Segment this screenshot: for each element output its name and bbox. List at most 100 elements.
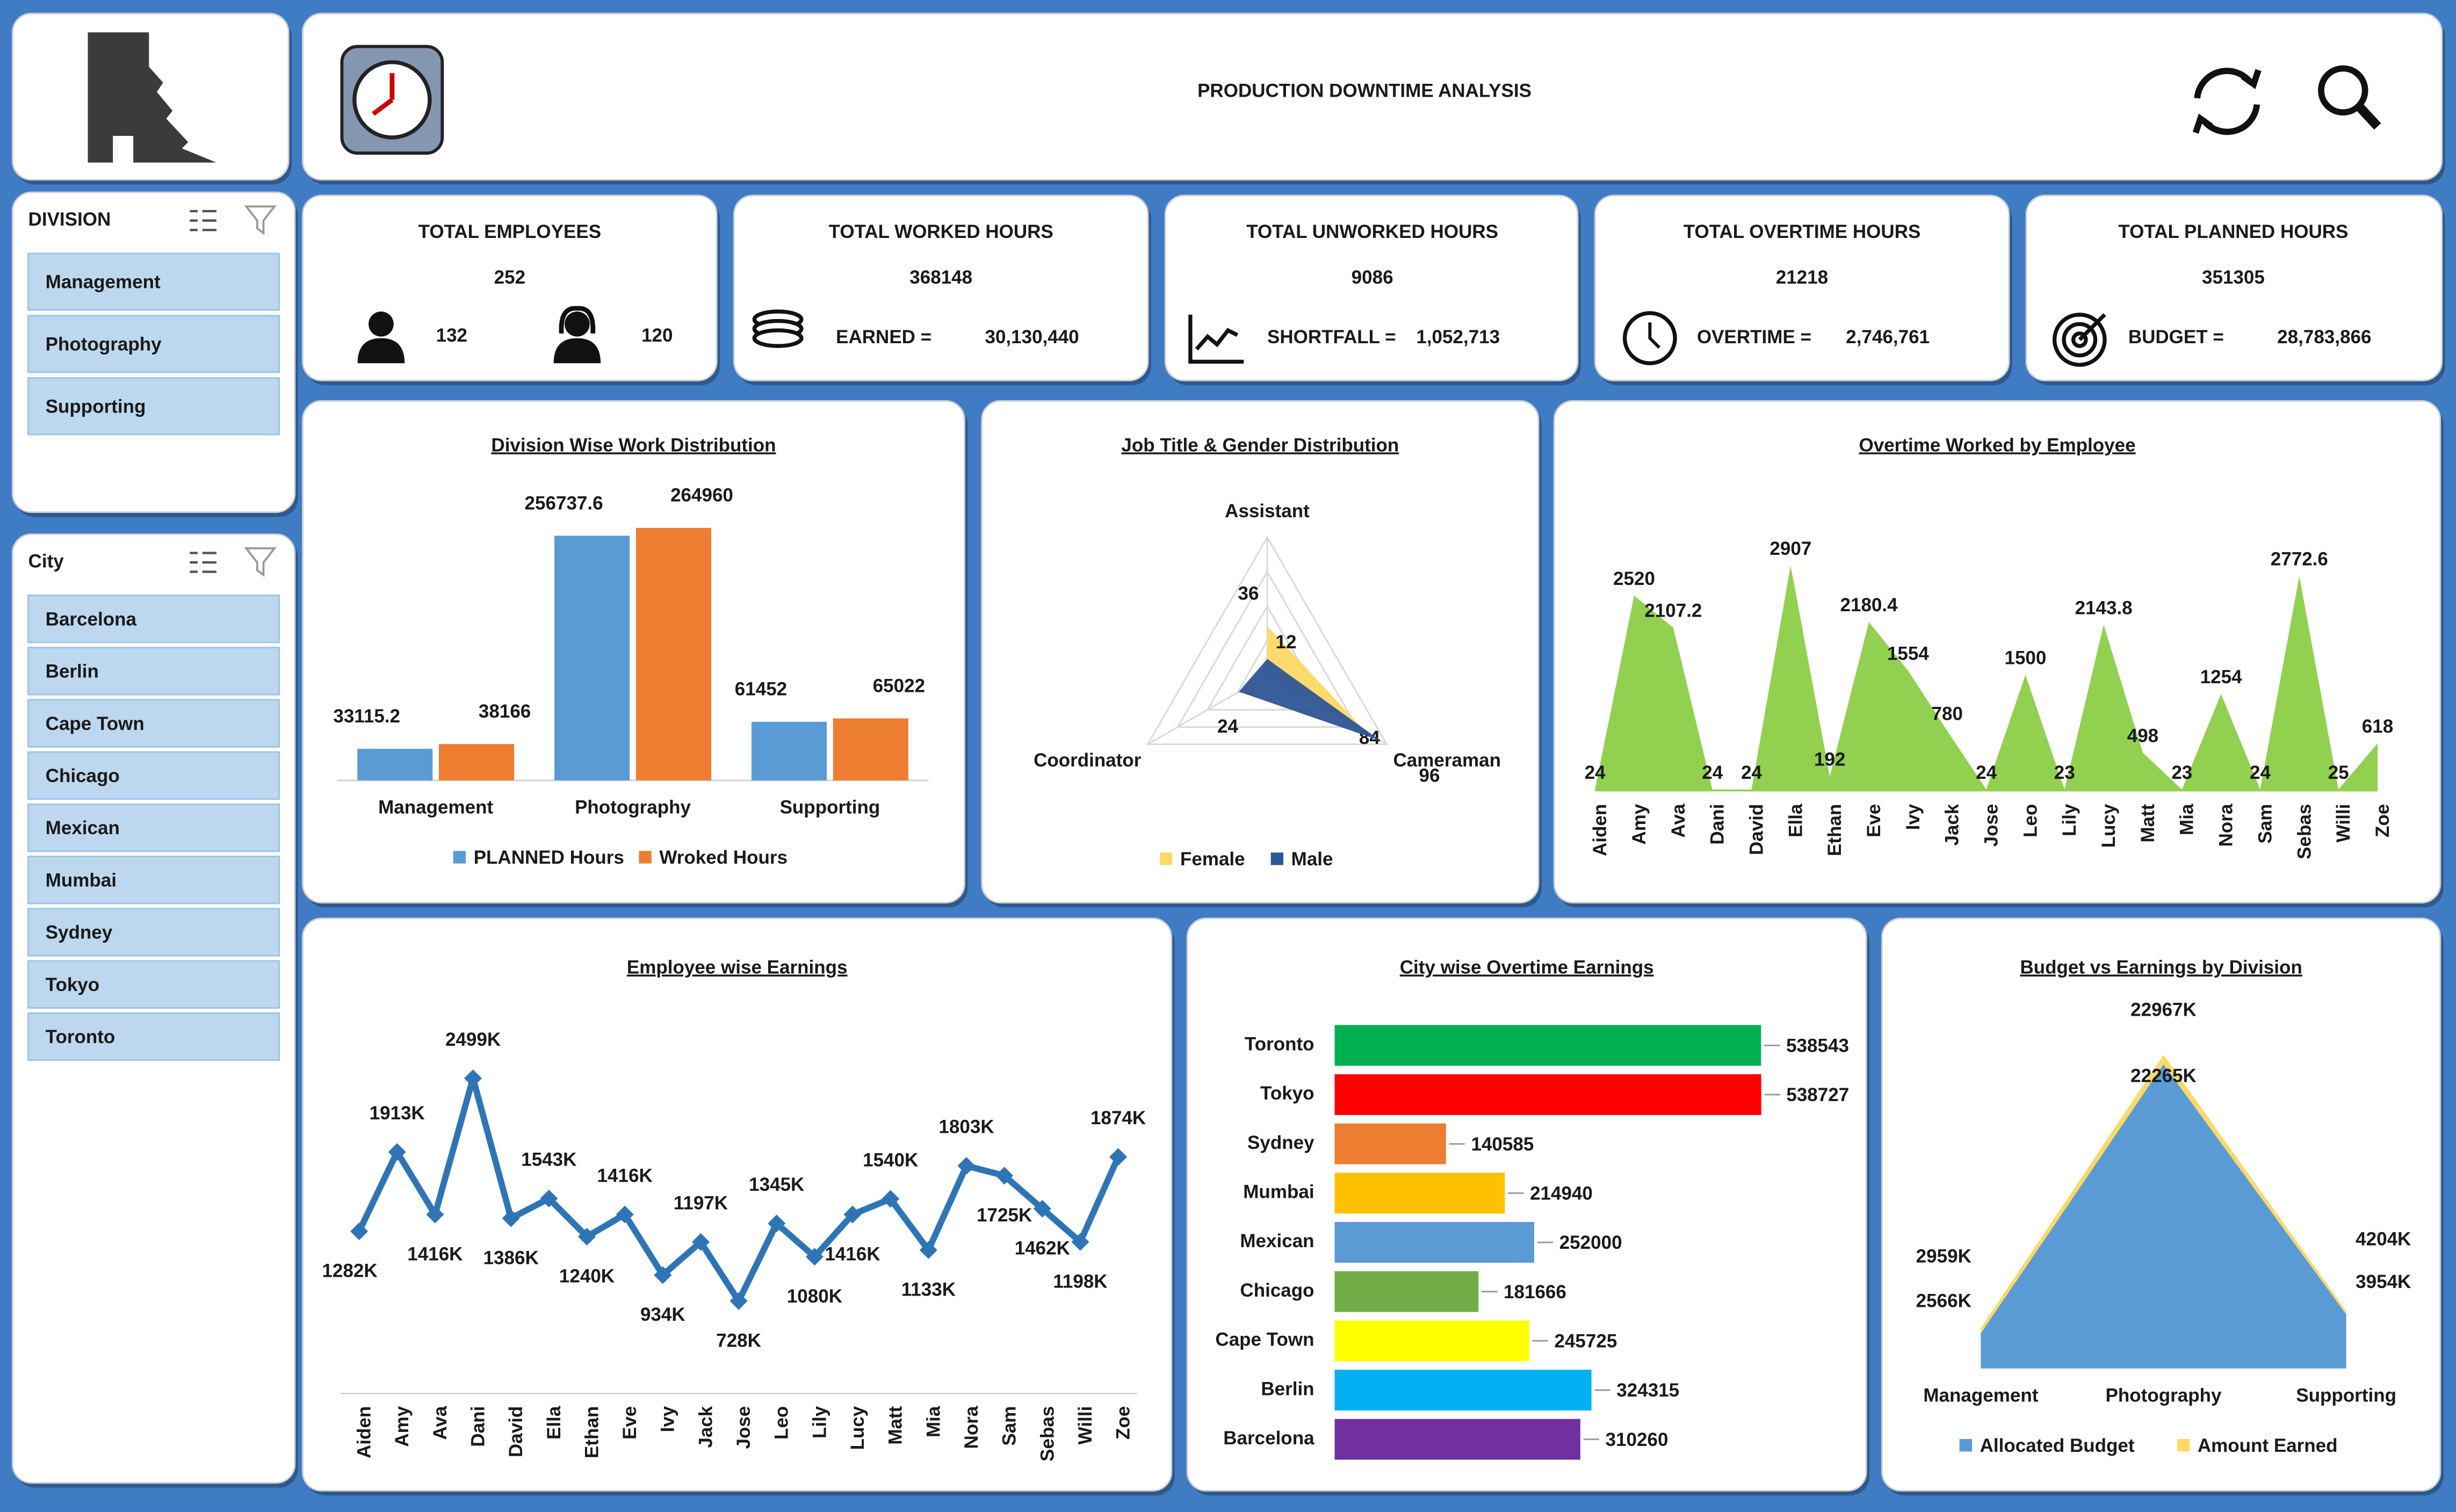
chart-title: Employee wise Earnings [627,957,848,978]
slicer-item[interactable] [27,315,280,373]
slicer-item[interactable] [27,647,280,696]
data-label: 1197K [674,1193,728,1214]
kpi-label: BUDGET = [2128,327,2224,348]
bar [357,749,433,780]
slicer-item[interactable] [27,751,280,800]
radar-ring [1146,536,1389,746]
marker [350,1222,369,1241]
data-label: 256737.6 [525,493,603,513]
slicer-item[interactable] [27,252,280,311]
x-tick-label: Photography [2106,1385,2222,1406]
data-label: 38166 [479,701,531,722]
data-label: 24 [1217,716,1238,737]
clear-filter-icon[interactable] [244,547,277,577]
slicer-title: DIVISION [28,209,111,230]
slicer-item[interactable] [27,908,280,957]
legend-swatch [453,851,466,864]
y-tick-label: Sydney [1247,1132,1314,1153]
search-icon[interactable] [2318,65,2368,116]
slicer-item[interactable] [27,377,280,436]
marker [691,1233,710,1251]
search-handle[interactable] [2355,103,2381,130]
multi-select-icon[interactable] [190,209,216,231]
data-label: 22265K [2130,1065,2197,1086]
radar-area [1239,659,1381,741]
data-label: 1198K [1053,1271,1107,1292]
bar [635,527,712,780]
data-label: 23 [2054,762,2075,783]
trend-icon [1188,314,1244,364]
kpi-label: SHORTFALL = [1267,327,1396,348]
clear-filter-icon[interactable] [244,205,277,235]
kpi-amount: 2,746,761 [1846,327,1930,348]
x-tick-label: Matt [2137,804,2158,842]
data-label: 1554 [1887,643,1929,664]
slicer-item[interactable] [27,856,280,905]
data-label: 1540K [863,1149,918,1170]
radar-axis-label: Assistant [1225,501,1310,522]
area [1595,565,2378,792]
target-icon [2071,331,2088,348]
data-label: 1282K [322,1261,377,1282]
x-tick-label: Willi [2333,804,2354,843]
multi-select-icon[interactable] [190,552,216,573]
data-label: 2180.4 [1840,595,1898,616]
logo [88,32,216,163]
x-tick-label: Leo [2020,804,2041,837]
slicer-item-label: Chicago [46,765,120,786]
chart-title: City wise Overtime Earnings [1400,957,1654,978]
coins-icon [752,328,804,348]
data-label: 1416K [825,1243,880,1264]
data-label: 214940 [1530,1183,1593,1204]
legend-label: Female [1180,849,1245,870]
bar [438,744,515,780]
female-count: 120 [641,325,673,346]
x-tick-label: Ella [544,1406,565,1439]
slicer-title: City [28,551,64,571]
slicer-item[interactable] [27,803,280,852]
refresh-icon[interactable] [2192,68,2262,135]
data-label: 1874K [1090,1108,1146,1128]
data-label: 264960 [670,485,733,506]
target-icon [2062,322,2098,358]
data-label: 1254 [2200,667,2242,688]
marker [464,1069,482,1088]
data-label: 24 [2250,762,2271,783]
female-icon [565,311,590,337]
kpi-title: TOTAL WORKED HOURS [829,221,1053,242]
y-tick-label: Chicago [1240,1280,1314,1301]
slicer-item-label: Mexican [46,818,120,838]
data-label: 2959K [1916,1246,1971,1267]
data-label: 618 [2362,716,2393,737]
x-tick-label: Dani [1707,804,1728,845]
slicer-item[interactable] [27,699,280,748]
y-tick-label: Mexican [1240,1231,1314,1251]
slicer-item[interactable] [27,1012,280,1061]
bar [1334,1074,1761,1115]
data-label: 192 [1814,749,1845,770]
slicer-item[interactable] [27,960,280,1009]
x-tick-label: Ava [1668,804,1689,837]
marker [502,1209,520,1227]
x-tick-label: Ella [1785,804,1806,837]
legend-swatch [639,851,652,864]
marker [616,1205,634,1224]
data-label: 25 [2328,762,2349,783]
x-tick-label: Amy [1629,804,1650,844]
x-tick-label: Management [1923,1385,2038,1406]
bar [1334,1370,1592,1410]
x-tick-label: Nora [2216,804,2237,847]
chart-title: Budget vs Earnings by Division [2020,957,2302,978]
marker [426,1205,444,1224]
y-tick-label: Berlin [1261,1378,1314,1399]
x-tick-label: Sam [2255,804,2276,844]
bar [833,718,908,780]
x-tick-label: Ivy [1903,804,1924,830]
data-label: 1416K [407,1243,463,1264]
data-label: 538727 [1786,1084,1849,1105]
marker [1071,1233,1089,1251]
slicer-item-label: Berlin [46,661,99,682]
slicer-item[interactable] [27,594,280,643]
x-tick-label: Aiden [354,1406,375,1458]
slicer-item-label: Tokyo [46,974,100,995]
